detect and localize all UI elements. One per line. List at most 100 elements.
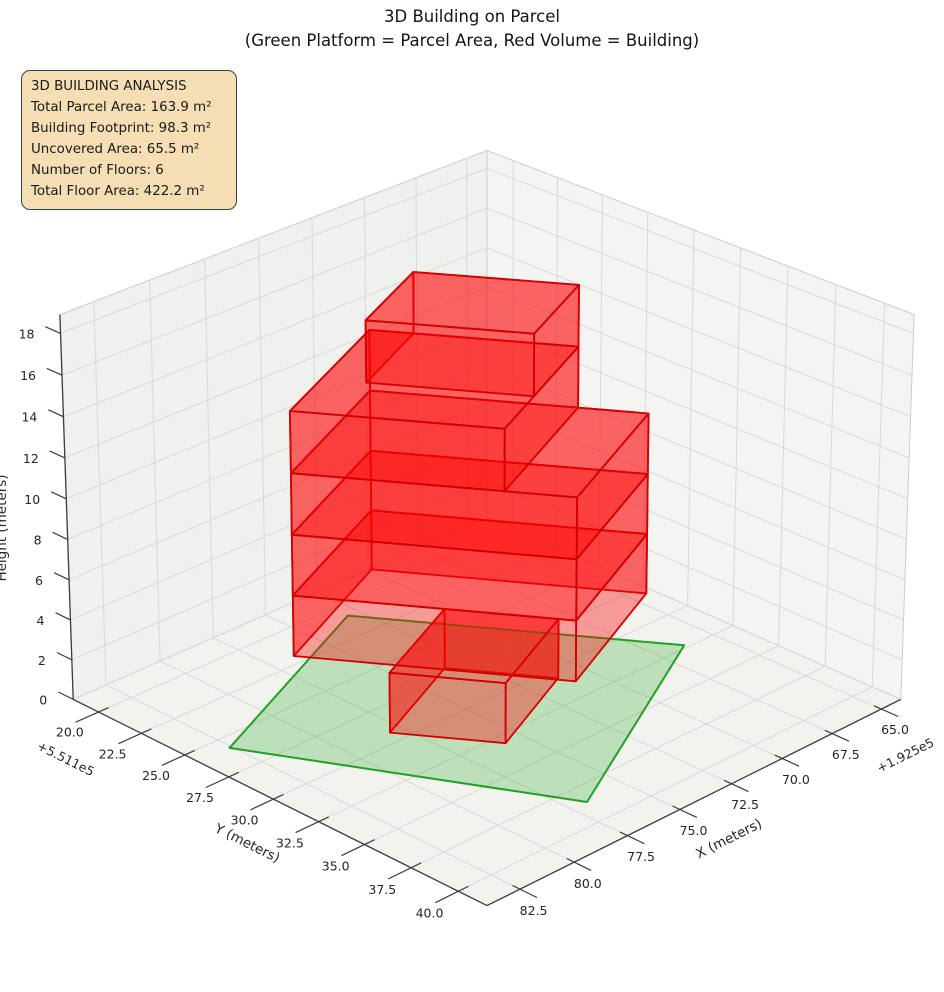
z-axis-spine — [59, 314, 74, 700]
y-tick-label: 20.0 — [56, 725, 84, 740]
z-tick-label: 2 — [38, 653, 46, 668]
x-tick — [619, 831, 645, 845]
grid-line-z-right — [486, 441, 904, 621]
grid-line-z-left — [71, 479, 488, 661]
y-tick-label: 35.0 — [322, 858, 350, 873]
info-line: Building Footprint: 98.3 m² — [31, 120, 212, 136]
z-tick-label: 8 — [34, 532, 42, 547]
grid-line-y — [273, 605, 688, 800]
x-tick-label: 80.0 — [574, 876, 602, 891]
x-tick-label: 82.5 — [520, 903, 548, 918]
grid-line-x-wall — [204, 258, 214, 638]
y-tick-label: 30.0 — [231, 813, 259, 828]
y-tick — [118, 728, 152, 745]
grid-line-z-right — [486, 517, 902, 700]
y-tick-label: 37.5 — [368, 882, 396, 897]
x-tick — [512, 884, 538, 899]
grid-line-y-wall — [871, 303, 886, 687]
grid-line-z-left — [63, 247, 488, 418]
grid-line-z-left — [68, 402, 488, 581]
grid-line-z-right — [486, 207, 913, 376]
z-tick — [50, 491, 67, 500]
x-tick — [774, 754, 800, 767]
grid-line-y-wall — [732, 247, 742, 626]
grid-line-x — [159, 660, 575, 863]
z-tick — [53, 572, 70, 581]
y-tick-label: 32.5 — [276, 835, 304, 850]
z-tick-label: 10 — [24, 492, 40, 507]
y-tick-label: 27.5 — [186, 790, 214, 805]
chart-subtitle: (Green Platform = Parcel Area, Red Volum… — [244, 31, 700, 50]
y-tick — [75, 707, 109, 723]
grid-line-x-wall — [149, 280, 161, 662]
y-tick-label: 25.0 — [142, 768, 170, 783]
x-tick — [873, 705, 899, 718]
building-floor5-wall — [288, 410, 506, 493]
z-axis-label: Height (meters) — [0, 474, 10, 581]
grid-line-x-wall — [258, 238, 267, 615]
z-tick-label: 4 — [36, 613, 44, 628]
z-tick — [55, 612, 71, 621]
grid-line-z-right — [486, 479, 903, 661]
grid-line-y-wall — [778, 266, 789, 646]
parcel-platform — [228, 614, 686, 803]
y-tick — [250, 793, 284, 811]
grid-line-y-wall — [687, 229, 695, 606]
grid-line-z-right — [486, 325, 908, 500]
grid-line-y-wall — [642, 212, 649, 587]
x-tick — [566, 857, 592, 871]
z-tick — [45, 326, 61, 334]
building-floor1-wall — [388, 671, 507, 745]
z-tick-label: 12 — [23, 451, 39, 466]
grid-line-y-wall — [512, 160, 514, 529]
z-tick — [48, 409, 64, 418]
info-box-lines: Total Parcel Area: 163.9 m² Building Foot… — [31, 98, 227, 203]
z-tick-label: 16 — [20, 368, 36, 383]
grid-line-y — [228, 585, 644, 778]
building-floor6-wall — [364, 319, 536, 398]
chart-title: 3D Building on Parcel — [384, 7, 560, 26]
z-tick-label: 6 — [35, 573, 43, 588]
z-tick-label: 14 — [21, 410, 37, 425]
grid-line-y-wall — [824, 284, 837, 667]
x-axis-offset-text: +1.925e5 — [874, 735, 936, 776]
y-tick-label: 40.0 — [416, 906, 444, 921]
y-tick-label: 22.5 — [99, 746, 127, 761]
grid-line-z-left — [61, 207, 488, 376]
grid-line-z-right — [486, 168, 914, 334]
x-tick — [672, 805, 698, 818]
x-tick-label: 77.5 — [627, 849, 655, 864]
grid-line-z-right — [486, 286, 910, 459]
grid-line-x-wall — [415, 177, 419, 548]
grid-line-x — [265, 614, 681, 810]
z-tick — [52, 531, 68, 540]
grid-line-z-right — [486, 364, 907, 540]
y-tick — [205, 771, 240, 789]
y-tick — [161, 749, 196, 766]
y-axis-spine — [72, 698, 488, 907]
z-tick — [46, 367, 63, 376]
y-tick — [387, 862, 422, 880]
info-line: Uncovered Area: 65.5 m² — [31, 141, 200, 157]
info-line: Total Floor Area: 422.2 m² — [31, 183, 205, 199]
grid-line-y — [184, 566, 600, 756]
y-tick — [295, 816, 329, 834]
x-tick — [824, 729, 850, 742]
grid-line-z-left — [70, 441, 488, 621]
grid-line-x — [212, 637, 628, 837]
y-axis-offset-text: +5.511e5 — [35, 738, 97, 779]
x-tick — [723, 779, 749, 793]
grid-line-y — [98, 528, 513, 713]
grid-line-x-wall — [311, 217, 318, 593]
grid-line-z-left — [64, 286, 488, 459]
grid-line-y-wall — [598, 194, 603, 567]
grid-line-z-right — [486, 247, 911, 418]
grid-line-y — [318, 625, 734, 823]
grid-line-y — [364, 645, 779, 845]
y-tick — [341, 839, 375, 857]
grid-line-z-left — [66, 325, 488, 500]
info-box-title: 3D BUILDING ANALYSIS — [31, 79, 187, 94]
grid-line-x-wall — [93, 301, 107, 685]
